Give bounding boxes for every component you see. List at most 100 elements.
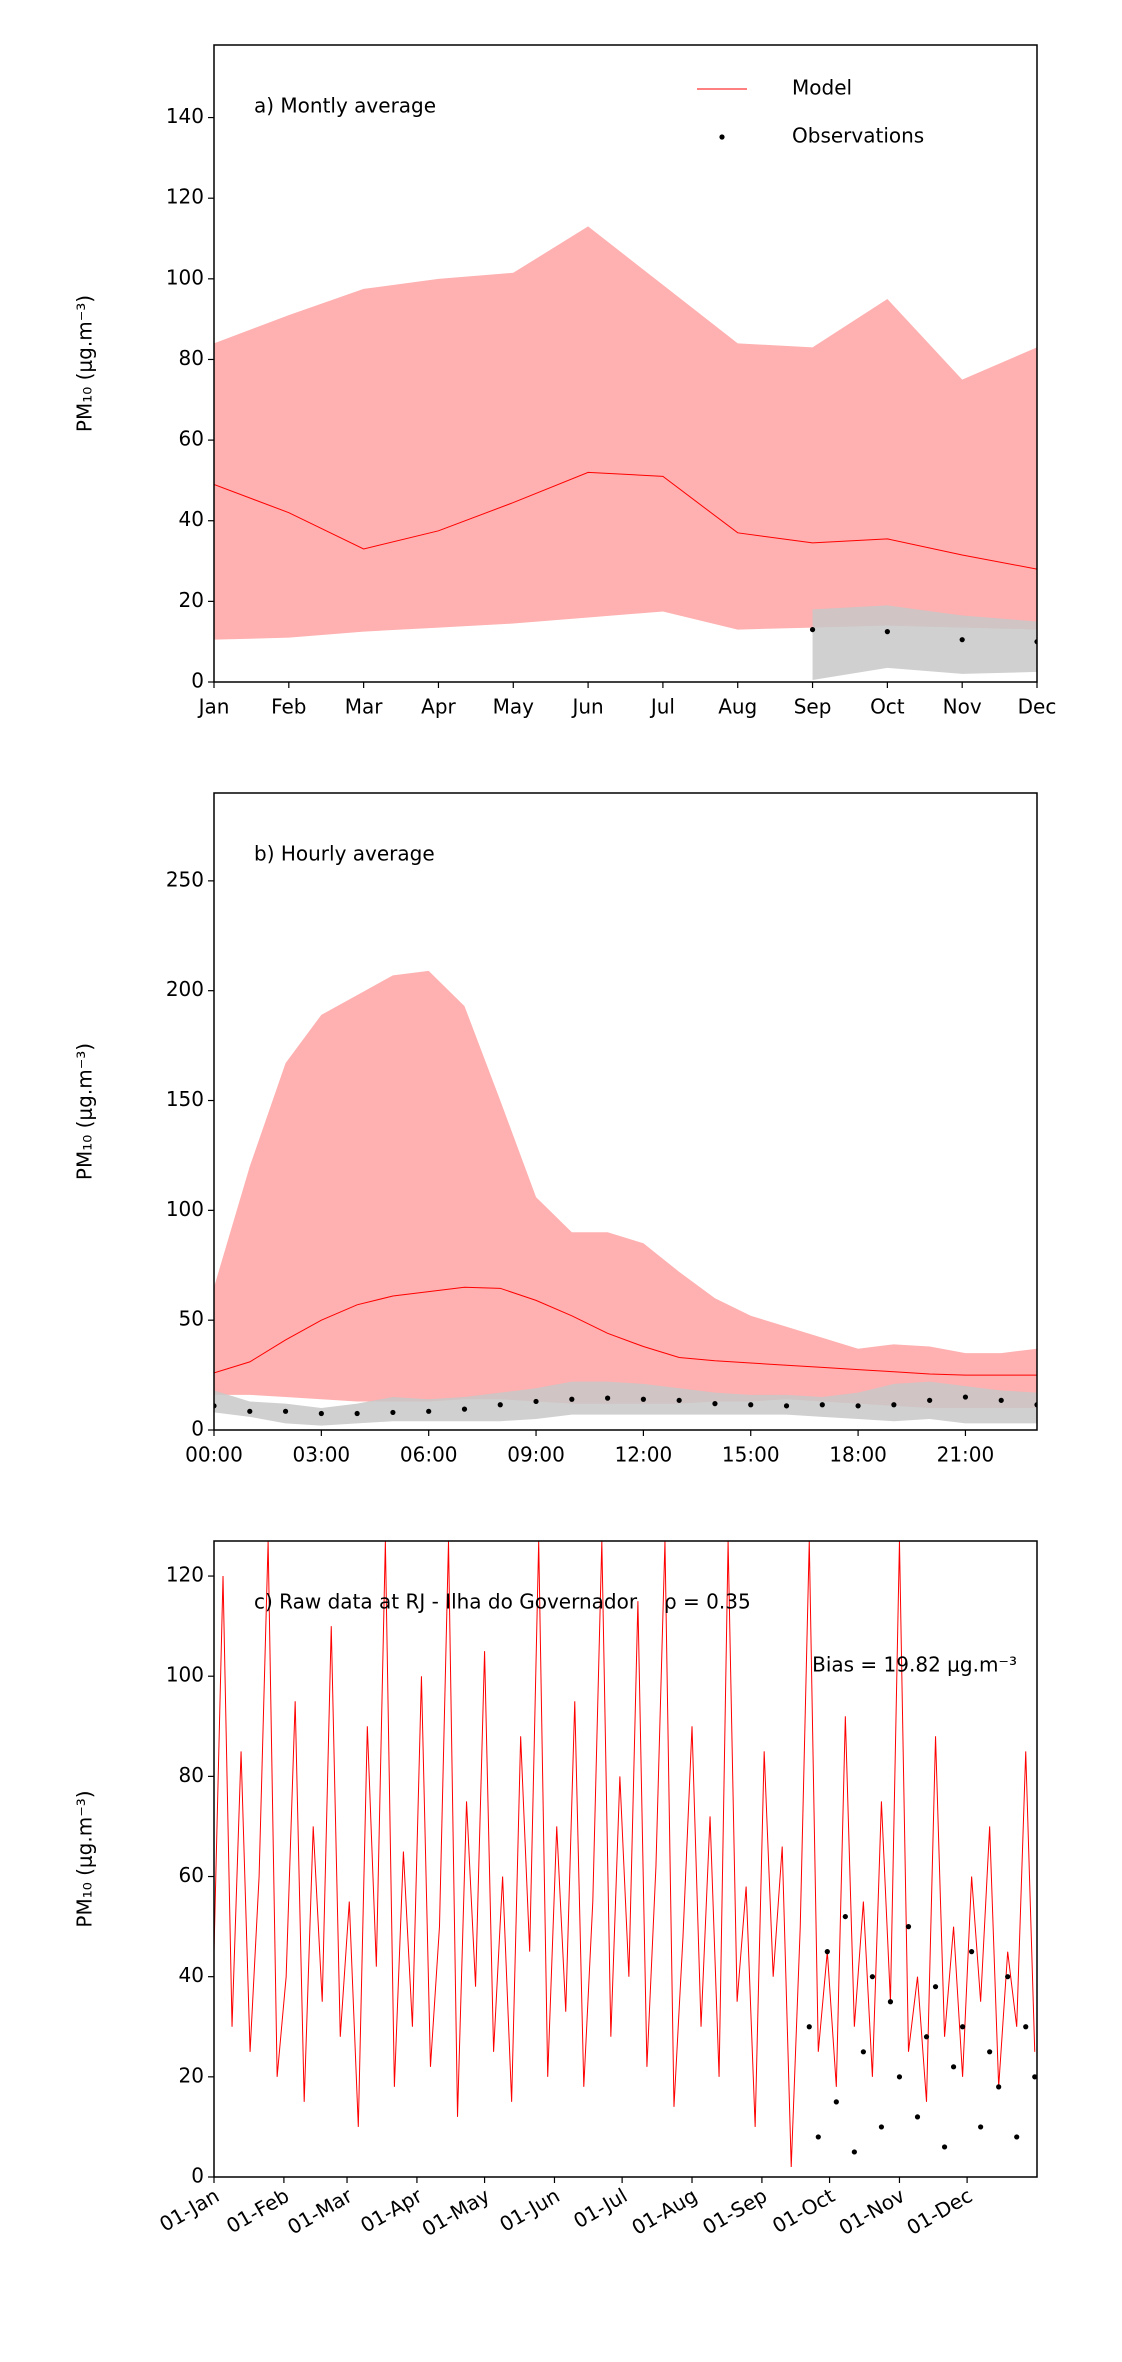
y-tick-label: 0 [191,2164,204,2188]
legend-label: Model [792,76,852,100]
axes-frame [213,1540,1038,2178]
model-line [214,471,1037,570]
y-tick-label: 120 [166,1563,204,1587]
observation-dot [1005,1974,1011,1980]
model-line [214,1286,1037,1376]
annotation: Bias = 19.82 μg.m⁻³ [812,1653,1017,1677]
observation-dot [824,1949,830,1955]
legend-label: Observations [792,124,924,148]
plot-area [214,226,1037,680]
band [214,226,1037,640]
observation-dot [282,1408,289,1414]
panel-title: c) Raw data at RJ - Ilha do Governador [254,1590,638,1614]
x-tick-label: Jul [649,695,675,719]
observation-dot [815,2134,821,2140]
y-tick-label: 60 [179,1863,204,1887]
y-tick-label: 60 [179,427,204,451]
observation-dot [842,1913,848,1920]
y-tick-label: 150 [166,1087,204,1111]
observation-dot [878,2124,885,2130]
panel-title: a) Montly average [254,94,436,118]
observation-dot [533,1398,539,1405]
observation-dot [996,2084,1002,2090]
y-tick-label: 140 [166,104,204,128]
observation-dot [851,2149,857,2155]
x-tick-label: Oct [870,695,905,719]
observation-dot [887,1999,894,2005]
band [214,1381,1037,1426]
plot-area [214,970,1037,1426]
x-tick-label: 18:00 [829,1443,887,1467]
x-tick-label: 12:00 [615,1443,673,1467]
x-tick-label: 21:00 [937,1443,995,1467]
observation-dot [941,2144,948,2150]
observation-dot [318,1410,324,1417]
observation-dot [927,1397,933,1403]
band [214,970,1037,1409]
observation-dot [1032,2074,1037,2080]
model-line [214,1541,1036,2167]
observation-dot [860,2049,866,2055]
y-tick-label: 100 [166,1663,204,1687]
x-tick-label: 01-Jul [569,2183,631,2233]
observation-dot [676,1397,682,1403]
x-tick-label: 01-Apr [356,2183,427,2238]
observation-dot [962,1394,969,1400]
y-tick-label: 40 [179,1963,204,1987]
observation-dot [905,1924,912,1930]
y-tick-label: 100 [166,1197,204,1221]
observation-dot [806,2024,812,2030]
panel-title: b) Hourly average [254,842,435,866]
y-tick-label: 20 [179,2063,204,2087]
x-tick-label: Mar [345,695,384,719]
panel: 0 50 100 150 200 250 00:00 03:00 06:00 09:00 12:00… [73,792,1038,1467]
x-tick-label: Jun [570,695,603,719]
observation-dot [605,1395,611,1401]
x-tick-label: 01-Oct [768,2183,839,2238]
observation-dot [640,1396,646,1402]
observation-dot [914,2114,921,2120]
x-tick-label: 01-Sep [698,2183,771,2239]
observation-dot [869,1974,876,1980]
observation-dot [950,2064,957,2070]
annotation: ρ = 0.35 [664,1590,751,1614]
x-tick-label: Apr [421,695,456,719]
observation-dot [884,629,890,635]
y-axis-label: PM₁₀ (μg.m⁻³) [73,1043,97,1180]
x-tick-label: Aug [718,695,757,719]
observation-dot [855,1403,861,1409]
axes-frame [213,44,1038,683]
y-tick-label: 250 [166,867,204,891]
observation-dot [959,637,965,643]
observation-dot [923,2034,930,2040]
x-tick-label: 01-Mar [283,2183,357,2239]
y-tick-label: 0 [191,1417,204,1441]
observation-dot [354,1410,360,1417]
y-tick-label: 40 [179,507,204,531]
observation-dot [569,1396,575,1402]
observation-dot [978,2124,984,2130]
observation-dot [891,1402,897,1408]
observation-dot [247,1408,253,1414]
y-tick-label: 80 [179,346,204,370]
observation-dot [819,1402,825,1408]
x-tick-label: Feb [271,695,306,719]
observation-dot [712,1401,718,1407]
observation-dot [932,1984,939,1990]
observation-dot [896,2074,903,2080]
observation-dot [987,2049,993,2055]
y-tick-label: 100 [166,265,204,289]
y-tick-label: 0 [191,669,204,693]
x-tick-label: 01-Nov [835,2183,909,2240]
x-tick-label: 09:00 [507,1443,565,1467]
observation-dot [461,1406,468,1412]
y-tick-label: 20 [179,588,204,612]
observation-dot [833,2099,839,2105]
plot-area [214,1541,1037,2167]
observation-dot [497,1402,503,1408]
y-tick-label: 80 [179,1763,204,1787]
observation-dot [959,2024,966,2030]
x-tick-label: Sep [794,695,832,719]
x-tick-label: Jan [197,695,230,719]
